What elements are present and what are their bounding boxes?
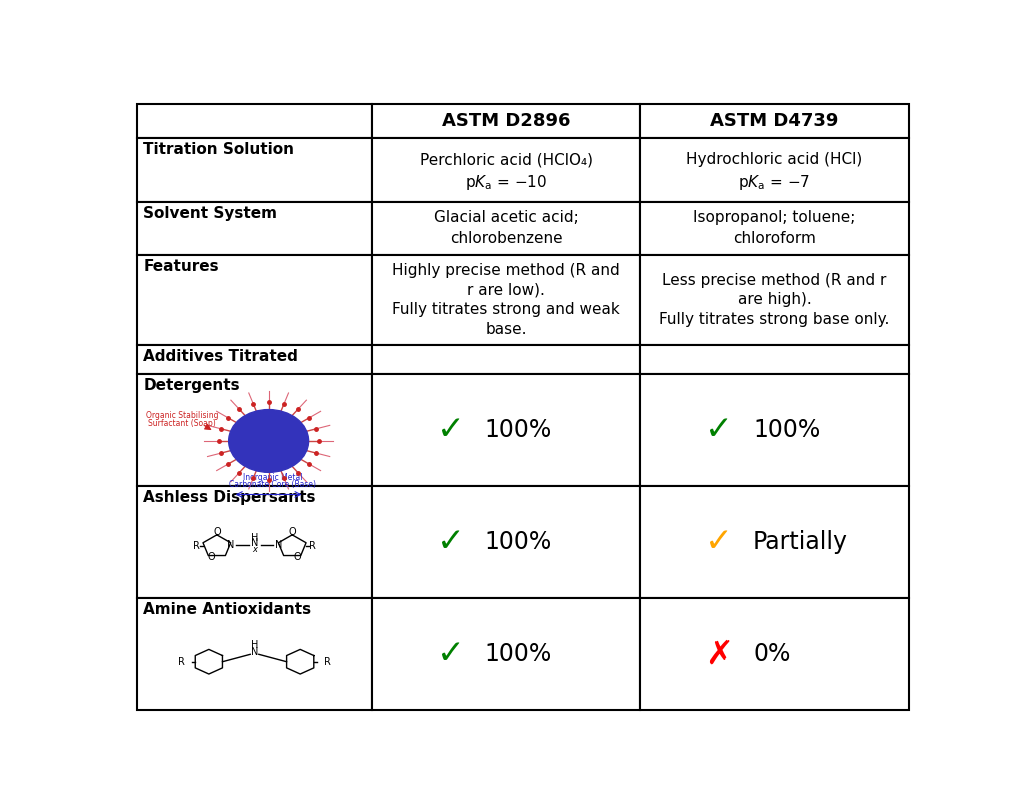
Bar: [640, 104, 908, 138]
Bar: [372, 486, 640, 598]
Text: N: N: [227, 540, 234, 550]
Text: Perchloric acid (HClO₄): Perchloric acid (HClO₄): [419, 152, 592, 167]
Text: Highly precise method (R and
r are low).
Fully titrates strong and weak
base.: Highly precise method (R and r are low).…: [392, 263, 620, 337]
Text: 100%: 100%: [484, 642, 551, 666]
Text: O: O: [293, 551, 301, 562]
Bar: [137, 486, 372, 598]
Bar: [640, 345, 908, 374]
Text: Surfactant (Soap): Surfactant (Soap): [148, 419, 216, 428]
Text: R: R: [309, 542, 316, 551]
Text: ✓: ✓: [436, 638, 465, 671]
Text: Features: Features: [143, 260, 219, 274]
Text: 100%: 100%: [484, 530, 551, 554]
Text: O: O: [213, 527, 220, 537]
Bar: [640, 202, 908, 255]
Text: Hydrochloric acid (HCl): Hydrochloric acid (HCl): [686, 152, 862, 167]
Text: ASTM D4739: ASTM D4739: [709, 112, 838, 130]
Text: H: H: [251, 533, 258, 542]
Bar: [372, 345, 640, 374]
Bar: [372, 202, 640, 255]
Bar: [137, 345, 372, 374]
Bar: [372, 255, 640, 345]
Text: x: x: [252, 546, 257, 555]
Text: O: O: [288, 527, 296, 537]
Bar: [372, 374, 640, 486]
Text: ✓: ✓: [704, 413, 733, 447]
Bar: [640, 598, 908, 710]
Circle shape: [228, 409, 309, 472]
Text: Carbonate Core (Base): Carbonate Core (Base): [229, 480, 316, 489]
Text: p$K_\mathrm{a}$ = −10: p$K_\mathrm{a}$ = −10: [465, 173, 547, 192]
Text: Detergents: Detergents: [143, 378, 239, 393]
Text: Ashless Dispersants: Ashless Dispersants: [143, 490, 316, 505]
Bar: [372, 598, 640, 710]
Text: Inorganic Metal: Inorganic Metal: [243, 472, 302, 481]
Text: N: N: [251, 538, 258, 548]
Bar: [137, 202, 372, 255]
Text: N: N: [251, 647, 258, 657]
Text: Amine Antioxidants: Amine Antioxidants: [143, 602, 311, 617]
Text: Additives Titrated: Additives Titrated: [143, 349, 298, 364]
Text: Less precise method (R and r
are high).
Fully titrates strong base only.: Less precise method (R and r are high). …: [658, 272, 889, 327]
Text: 100%: 100%: [484, 418, 551, 442]
Text: Organic Stabilising: Organic Stabilising: [146, 411, 218, 421]
Bar: [640, 138, 908, 202]
Bar: [137, 374, 372, 486]
Bar: [640, 374, 908, 486]
Bar: [137, 104, 372, 138]
Text: 0%: 0%: [752, 642, 790, 666]
Bar: [372, 104, 640, 138]
Bar: [137, 598, 372, 710]
Text: N: N: [274, 540, 282, 550]
Text: R: R: [323, 657, 330, 667]
Text: ✓: ✓: [436, 526, 465, 559]
Text: O: O: [208, 551, 215, 562]
Text: ✓: ✓: [436, 413, 465, 447]
Bar: [640, 255, 908, 345]
Text: p$K_\mathrm{a}$ = −7: p$K_\mathrm{a}$ = −7: [738, 173, 810, 192]
Text: Isopropanol; toluene;
chloroform: Isopropanol; toluene; chloroform: [693, 210, 855, 247]
Text: R: R: [178, 657, 185, 667]
Bar: [137, 138, 372, 202]
Text: 100%: 100%: [752, 418, 819, 442]
Text: ✗: ✗: [704, 638, 733, 671]
Text: ASTM D2896: ASTM D2896: [441, 112, 570, 130]
Text: Glacial acetic acid;
chlorobenzene: Glacial acetic acid; chlorobenzene: [433, 210, 578, 247]
Text: H: H: [251, 640, 258, 650]
Text: Titration Solution: Titration Solution: [143, 143, 294, 157]
Text: Solvent System: Solvent System: [143, 206, 277, 221]
Text: ✓: ✓: [704, 526, 733, 559]
Bar: [372, 138, 640, 202]
Text: R: R: [193, 542, 200, 551]
Bar: [640, 486, 908, 598]
Bar: [137, 255, 372, 345]
Text: Partially: Partially: [752, 530, 847, 554]
